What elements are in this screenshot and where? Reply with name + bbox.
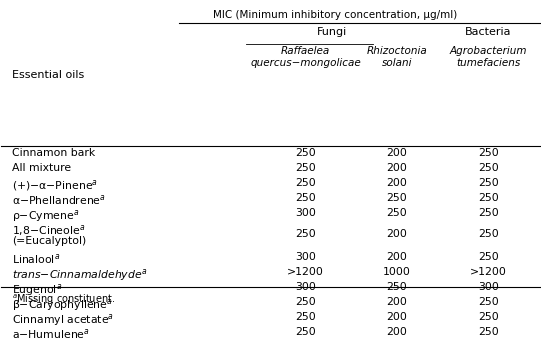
- Text: 250: 250: [478, 178, 499, 188]
- Text: 200: 200: [387, 163, 407, 173]
- Text: Raffaelea
quercus−mongolicae: Raffaelea quercus−mongolicae: [250, 46, 361, 68]
- Text: 250: 250: [295, 327, 316, 337]
- Text: 1000: 1000: [383, 267, 411, 277]
- Text: 200: 200: [387, 312, 407, 322]
- Text: Linalool$^a$: Linalool$^a$: [12, 252, 61, 266]
- Text: 250: 250: [387, 208, 407, 218]
- Text: ρ−Cymene$^a$: ρ−Cymene$^a$: [12, 208, 80, 224]
- Text: 200: 200: [387, 229, 407, 239]
- Text: trans−Cinnamaldehyde$^a$: trans−Cinnamaldehyde$^a$: [12, 267, 147, 283]
- Text: >1200: >1200: [287, 267, 324, 277]
- Text: 250: 250: [478, 148, 499, 158]
- Text: 250: 250: [295, 312, 316, 322]
- Text: 250: 250: [478, 208, 499, 218]
- Text: 1,8−Cineole$^a$: 1,8−Cineole$^a$: [12, 223, 85, 238]
- Text: Eugenol$^a$: Eugenol$^a$: [12, 282, 62, 299]
- Text: 250: 250: [295, 178, 316, 188]
- Text: 250: 250: [478, 163, 499, 173]
- Text: 200: 200: [387, 252, 407, 262]
- Text: 250: 250: [295, 193, 316, 203]
- Text: Agrobacterium
tumefaciens: Agrobacterium tumefaciens: [450, 46, 527, 68]
- Text: 250: 250: [478, 229, 499, 239]
- Text: Cinnamyl acetate$^a$: Cinnamyl acetate$^a$: [12, 312, 114, 328]
- Text: 300: 300: [295, 282, 316, 292]
- Text: 200: 200: [387, 178, 407, 188]
- Text: (+)−α−Pinene$^a$: (+)−α−Pinene$^a$: [12, 178, 98, 193]
- Text: MIC (Minimum inhibitory concentration, μg/ml): MIC (Minimum inhibitory concentration, μ…: [213, 10, 457, 20]
- Text: 200: 200: [387, 148, 407, 158]
- Text: Bacteria: Bacteria: [465, 28, 512, 37]
- Text: Cinnamon bark: Cinnamon bark: [12, 148, 95, 158]
- Text: 250: 250: [295, 163, 316, 173]
- Text: 250: 250: [295, 298, 316, 307]
- Text: α−Phellandrene$^a$: α−Phellandrene$^a$: [12, 193, 106, 207]
- Text: 250: 250: [295, 229, 316, 239]
- Text: 300: 300: [478, 282, 499, 292]
- Text: Essential oils: Essential oils: [12, 70, 84, 80]
- Text: 200: 200: [387, 327, 407, 337]
- Text: 250: 250: [387, 282, 407, 292]
- Text: $^a$Missing constituent.: $^a$Missing constituent.: [12, 293, 115, 307]
- Text: All mixture: All mixture: [12, 163, 71, 173]
- Text: 250: 250: [478, 193, 499, 203]
- Text: 200: 200: [387, 298, 407, 307]
- Text: (=Eucalyptol): (=Eucalyptol): [12, 236, 87, 246]
- Text: 250: 250: [478, 327, 499, 337]
- Text: a−Humulene$^a$: a−Humulene$^a$: [12, 327, 90, 340]
- Text: 250: 250: [478, 312, 499, 322]
- Text: 250: 250: [387, 193, 407, 203]
- Text: 250: 250: [478, 298, 499, 307]
- Text: >1200: >1200: [470, 267, 507, 277]
- Text: Fungi: Fungi: [317, 28, 347, 37]
- Text: 250: 250: [478, 252, 499, 262]
- Text: Rhizoctonia
solani: Rhizoctonia solani: [367, 46, 427, 68]
- Text: 300: 300: [295, 252, 316, 262]
- Text: 250: 250: [295, 148, 316, 158]
- Text: 300: 300: [295, 208, 316, 218]
- Text: β−Caryophyllene$^a$: β−Caryophyllene$^a$: [12, 298, 113, 313]
